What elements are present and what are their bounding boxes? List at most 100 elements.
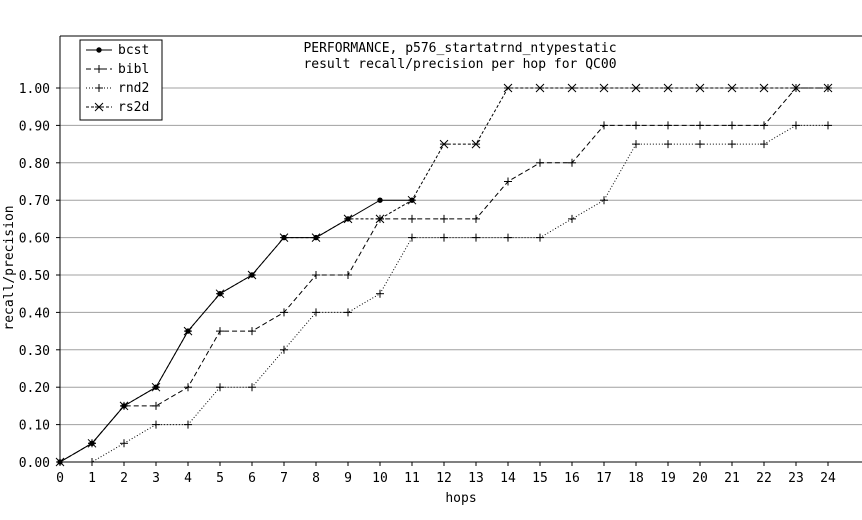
ticks: 0.00 0.10 0.20 0.30 0.40 0.50 0.60 0.70 0.80 0.90… <box>19 82 836 486</box>
series-rnd2 <box>56 121 832 466</box>
data-point-bibl <box>760 121 768 130</box>
legend-label: bibl <box>118 62 149 77</box>
x-tick-label: 21 <box>724 471 740 486</box>
series-rs2d <box>55 83 833 467</box>
data-point-bibl <box>152 401 160 410</box>
y-tick-label: 0.10 <box>19 419 50 434</box>
y-tick-label: 0.60 <box>19 232 50 247</box>
data-point-bibl <box>696 121 704 130</box>
data-point-rnd2 <box>344 308 352 317</box>
series-bibl <box>56 84 832 466</box>
data-point-bibl <box>408 214 416 223</box>
y-axis-label: recall/precision <box>2 205 17 330</box>
data-point-rs2d <box>87 438 97 448</box>
data-point-rnd2 <box>728 140 736 149</box>
data-point-bcst <box>377 197 383 203</box>
data-point-rs2d <box>727 83 737 93</box>
x-tick-label: 19 <box>660 471 676 486</box>
x-tick-label: 18 <box>628 471 644 486</box>
x-tick-label: 9 <box>344 471 352 486</box>
x-tick-label: 24 <box>820 471 836 486</box>
data-point-rs2d <box>343 214 353 224</box>
data-point-rs2d <box>407 195 417 205</box>
data-point-rnd2 <box>120 439 128 448</box>
data-point-rnd2 <box>760 140 768 149</box>
data-point-rs2d <box>535 83 545 93</box>
data-point-bibl <box>440 214 448 223</box>
data-point-bibl <box>344 271 352 279</box>
series-line-rnd2 <box>60 124 828 463</box>
grid-lines <box>60 87 862 426</box>
x-tick-label: 11 <box>404 471 420 486</box>
legend-item-rnd2: rnd2 <box>86 81 149 96</box>
data-point-rnd2 <box>88 458 96 466</box>
x-tick-label: 23 <box>788 471 804 486</box>
data-point-rnd2 <box>408 233 416 242</box>
x-tick-label: 12 <box>436 471 452 486</box>
series <box>55 83 833 467</box>
x-axis-label: hops <box>445 491 476 506</box>
legend-marker-icon <box>94 102 104 112</box>
data-point-rs2d <box>695 83 705 93</box>
data-point-rnd2 <box>568 214 576 223</box>
data-point-rnd2 <box>312 308 320 317</box>
legend-marker-icon <box>95 84 103 92</box>
x-tick-label: 16 <box>564 471 580 486</box>
data-point-rnd2 <box>216 383 224 392</box>
data-point-rnd2 <box>664 140 672 149</box>
legend-item-bibl: bibl <box>86 62 149 77</box>
y-tick-label: 0.20 <box>19 381 50 396</box>
y-tick-label: 0.40 <box>19 306 50 321</box>
data-point-rs2d <box>375 214 385 224</box>
y-tick-label: 0.80 <box>19 157 50 172</box>
chart-subtitle: result recall/precision per hop for QC00 <box>303 57 616 72</box>
data-point-rs2d <box>439 139 449 149</box>
x-tick-label: 4 <box>184 471 192 486</box>
x-tick-label: 3 <box>152 471 160 486</box>
legend-marker-icon <box>96 47 102 53</box>
data-point-rnd2 <box>184 420 192 429</box>
data-point-rs2d <box>311 233 321 242</box>
legend-label: rnd2 <box>118 81 149 96</box>
data-point-rs2d <box>247 270 257 280</box>
data-point-rs2d <box>663 83 673 93</box>
data-point-bibl <box>728 121 736 130</box>
data-point-rnd2 <box>536 233 544 242</box>
data-point-bibl <box>600 121 608 130</box>
x-tick-label: 17 <box>596 471 612 486</box>
data-point-rs2d <box>759 83 769 93</box>
x-tick-label: 8 <box>312 471 320 486</box>
legend-item-rs2d: rs2d <box>86 100 149 115</box>
data-point-rs2d <box>151 382 161 392</box>
data-point-rs2d <box>791 83 801 93</box>
data-point-rs2d <box>823 83 833 93</box>
data-point-bibl <box>536 158 544 167</box>
data-point-rs2d <box>55 457 65 467</box>
data-point-rnd2 <box>504 233 512 242</box>
x-tick-label: 14 <box>500 471 516 486</box>
y-tick-label: 0.70 <box>19 194 50 209</box>
data-point-rnd2 <box>376 289 384 298</box>
data-point-rs2d <box>567 83 577 93</box>
data-point-rnd2 <box>440 233 448 242</box>
legend-marker-icon <box>95 65 103 73</box>
x-tick-label: 22 <box>756 471 772 486</box>
data-point-bibl <box>504 177 512 186</box>
chart-title: PERFORMANCE, p576_startatrnd_ntypestatic <box>303 41 616 56</box>
legend: bcst bibl rnd2 rs2d <box>79 39 163 121</box>
data-point-rnd2 <box>600 196 608 205</box>
data-point-rnd2 <box>792 121 800 130</box>
x-tick-label: 13 <box>468 471 484 486</box>
x-tick-label: 0 <box>56 471 64 486</box>
data-point-rnd2 <box>824 121 832 130</box>
data-point-bibl <box>248 327 256 336</box>
data-point-bibl <box>312 271 320 279</box>
data-point-bibl <box>568 158 576 167</box>
y-tick-label: 0.90 <box>19 119 50 134</box>
data-point-rs2d <box>183 326 193 336</box>
x-tick-label: 5 <box>216 471 224 486</box>
data-point-bibl <box>280 308 288 317</box>
data-point-bibl <box>632 121 640 130</box>
y-tick-label: 1.00 <box>19 82 50 97</box>
